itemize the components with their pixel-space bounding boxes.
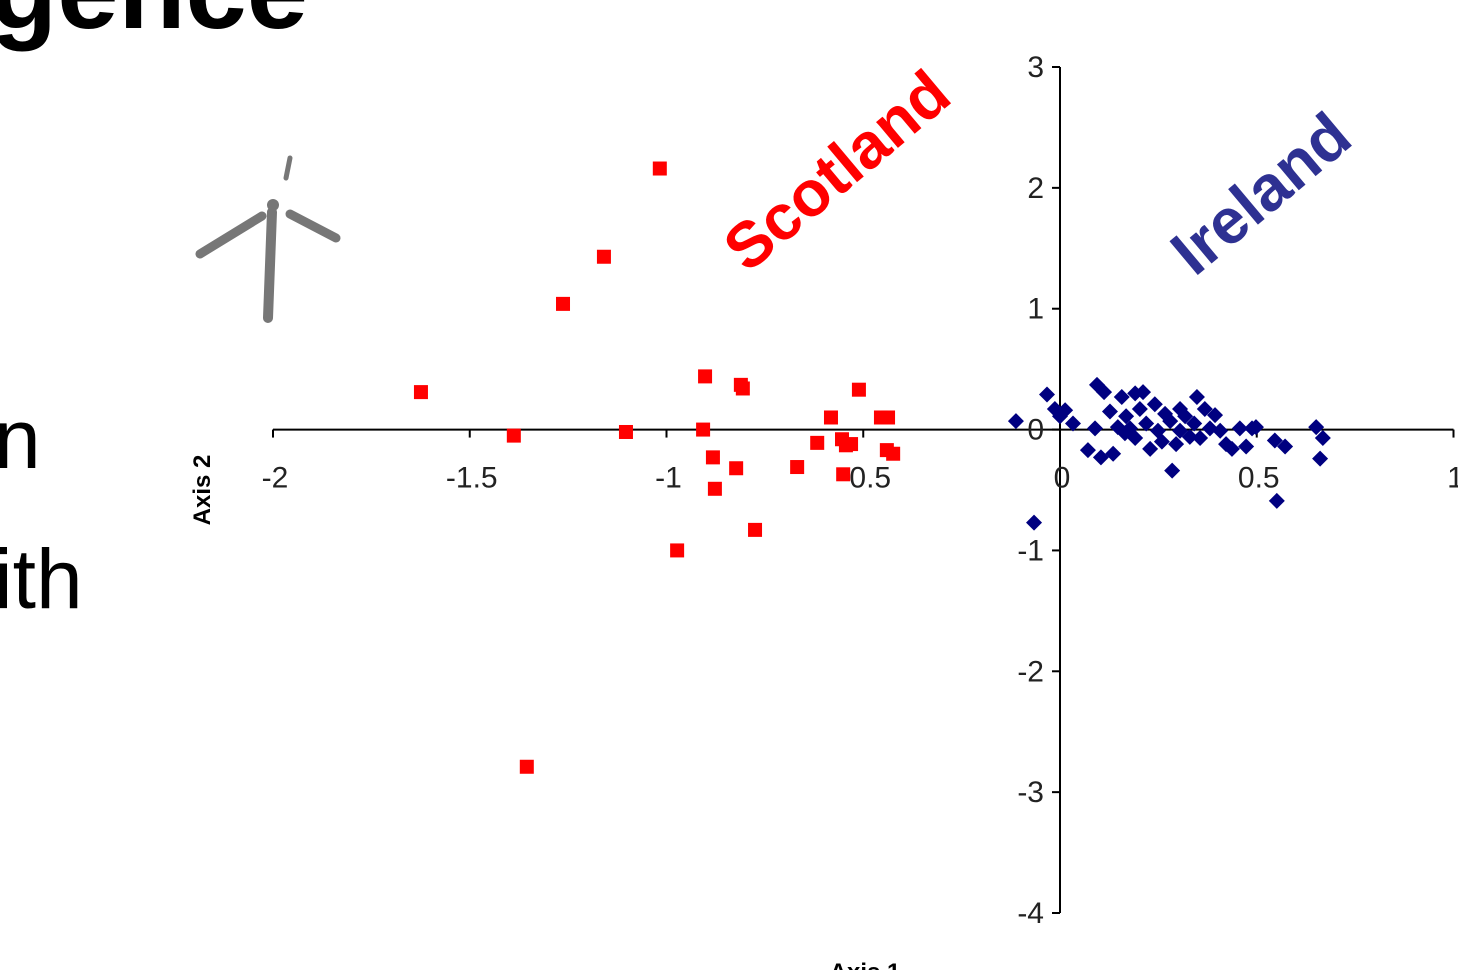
data-point xyxy=(1196,401,1213,418)
y-tick-label: 2 xyxy=(1027,172,1044,205)
data-point xyxy=(1101,403,1118,420)
data-point xyxy=(1131,401,1148,418)
y-tick-label: 3 xyxy=(1027,51,1044,84)
data-point xyxy=(556,296,571,311)
x-tick-label: -1 xyxy=(655,462,682,495)
y-axis-label: Axis 2 xyxy=(189,455,216,526)
data-point xyxy=(1207,407,1224,424)
body-text: n xyxy=(0,392,41,486)
data-point xyxy=(1113,388,1130,405)
data-point xyxy=(1212,422,1229,439)
x-tick-label: 0.5 xyxy=(1238,462,1280,495)
data-point xyxy=(1172,401,1189,418)
data-point xyxy=(1118,408,1135,425)
y-tick-label: 0 xyxy=(1027,414,1044,447)
x-tick-label: -2 xyxy=(262,462,289,495)
data-point xyxy=(1162,413,1179,430)
data-point xyxy=(810,435,825,450)
body-text: ith xyxy=(0,532,83,626)
data-point xyxy=(707,481,722,496)
slide-title: gence xyxy=(0,0,308,52)
data-point xyxy=(881,410,896,425)
data-point xyxy=(823,410,838,425)
y-tick-label: -1 xyxy=(1017,534,1044,567)
data-point xyxy=(413,385,428,400)
data-point xyxy=(729,461,744,476)
data-point xyxy=(1087,420,1104,437)
data-point xyxy=(1231,420,1248,437)
data-point xyxy=(851,382,866,397)
data-point xyxy=(1168,436,1185,453)
data-point xyxy=(1153,433,1170,450)
data-point xyxy=(748,522,763,537)
data-point xyxy=(596,249,611,264)
data-point xyxy=(735,381,750,396)
data-point xyxy=(1268,492,1285,509)
annotation: Scotland xyxy=(710,56,963,285)
x-tick-label: -1.5 xyxy=(446,462,498,495)
data-point xyxy=(1186,415,1203,432)
data-point xyxy=(519,759,534,774)
data-point xyxy=(1277,438,1294,455)
data-point xyxy=(1188,388,1205,405)
data-point xyxy=(1238,438,1255,455)
data-point xyxy=(790,460,805,475)
data-point xyxy=(1164,462,1181,479)
data-point xyxy=(1192,430,1209,447)
data-point xyxy=(1007,413,1024,430)
data-point xyxy=(844,437,859,452)
data-point xyxy=(1314,430,1331,447)
annotation: Ireland xyxy=(1157,98,1364,288)
data-point xyxy=(1266,432,1283,449)
data-point xyxy=(1039,386,1056,403)
data-point xyxy=(705,450,720,465)
data-point xyxy=(1096,384,1113,401)
data-point xyxy=(1026,514,1043,531)
data-point xyxy=(1092,449,1109,466)
data-point xyxy=(1223,440,1240,457)
data-point xyxy=(1138,415,1155,432)
data-point xyxy=(886,446,901,461)
data-point xyxy=(696,422,711,437)
sketch-icon xyxy=(195,155,341,323)
data-point xyxy=(1247,419,1264,436)
data-point xyxy=(1181,428,1198,445)
data-point xyxy=(1127,385,1144,402)
data-point xyxy=(1146,396,1163,413)
y-tick-label: -2 xyxy=(1017,655,1044,688)
y-tick-label: -3 xyxy=(1017,776,1044,809)
data-point xyxy=(506,428,521,443)
data-point xyxy=(1116,425,1133,442)
data-point xyxy=(698,369,713,384)
data-point xyxy=(670,543,685,558)
data-point xyxy=(1064,415,1081,432)
x-axis-label: Axis 1 xyxy=(830,959,901,970)
y-tick-label: -4 xyxy=(1017,897,1044,930)
data-point xyxy=(1142,440,1159,457)
data-point xyxy=(618,424,633,439)
data-point xyxy=(652,161,667,176)
data-point xyxy=(1079,442,1096,459)
data-point xyxy=(1312,450,1329,467)
x-tick-label: 1 xyxy=(1447,462,1458,495)
data-point xyxy=(1105,445,1122,462)
data-point xyxy=(1057,402,1074,419)
x-tick-label: 0 xyxy=(1054,462,1071,495)
data-point xyxy=(1308,419,1325,436)
data-point xyxy=(836,467,851,482)
y-tick-label: 1 xyxy=(1027,293,1044,326)
